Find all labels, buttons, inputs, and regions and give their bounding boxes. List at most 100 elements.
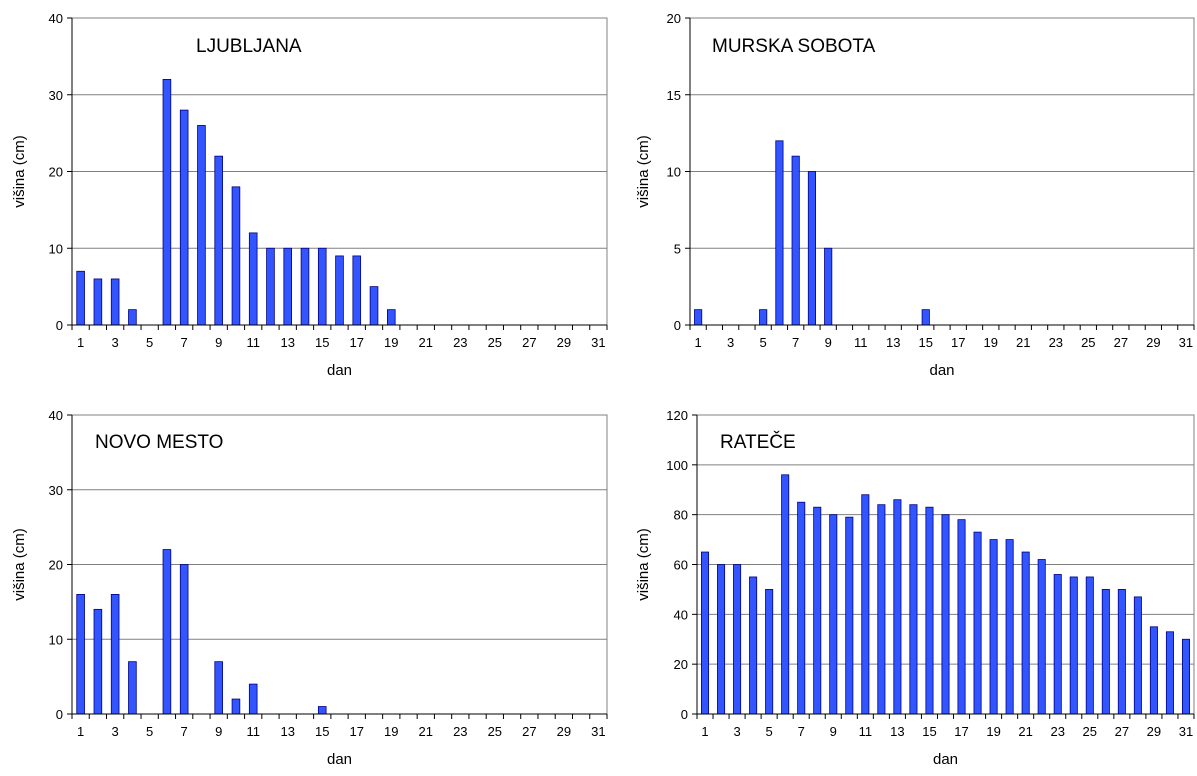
x-axis-title: dan xyxy=(929,362,954,379)
bar-day-1 xyxy=(76,270,85,326)
x-tick-label: 19 xyxy=(384,335,398,350)
bar-day-31 xyxy=(1181,638,1190,715)
x-tick-label: 21 xyxy=(1018,724,1032,739)
bar-day-13 xyxy=(283,247,293,326)
x-tick-label: 21 xyxy=(419,335,433,350)
x-tick-label: 31 xyxy=(1179,335,1193,350)
y-tick-label: 60 xyxy=(674,558,688,573)
x-tick-label: 27 xyxy=(522,335,536,350)
bar-day-15 xyxy=(921,309,930,326)
bar-day-15 xyxy=(317,706,327,715)
bar-day-26 xyxy=(1101,589,1110,715)
bar-day-9 xyxy=(824,247,833,326)
x-axis-title: dan xyxy=(933,751,958,768)
x-tick-label: 19 xyxy=(986,724,1000,739)
x-tick-label: 17 xyxy=(350,724,364,739)
bar-day-3 xyxy=(110,594,120,715)
x-tick-label: 3 xyxy=(727,335,734,350)
y-tick-label: 20 xyxy=(667,11,681,26)
x-tick-label: 23 xyxy=(1049,335,1063,350)
x-tick-label: 31 xyxy=(1179,724,1193,739)
bar-day-7 xyxy=(797,501,806,715)
bar-day-6 xyxy=(162,549,172,715)
bar-day-1 xyxy=(701,551,710,715)
y-tick-label: 30 xyxy=(49,483,63,498)
bar-day-11 xyxy=(248,683,258,715)
bar-day-4 xyxy=(128,309,137,326)
y-tick-label: 10 xyxy=(49,632,63,647)
bar-day-18 xyxy=(973,531,982,715)
bar-day-23 xyxy=(1053,574,1062,715)
y-tick-label: 30 xyxy=(49,88,63,103)
y-tick-label: 20 xyxy=(49,165,63,180)
x-tick-label: 23 xyxy=(453,335,467,350)
x-tick-label: 23 xyxy=(453,724,467,739)
y-tick-label: 5 xyxy=(674,241,681,256)
x-tick-label: 5 xyxy=(146,335,153,350)
x-tick-label: 7 xyxy=(798,724,805,739)
bar-day-5 xyxy=(759,309,768,326)
chart-panel-1: 1 3 5 7 9 11 13 15 17 19 21 23 25 27 29 31010203040danv… xyxy=(11,11,608,379)
bar-day-7 xyxy=(179,109,189,326)
bar-day-15 xyxy=(317,247,327,326)
bar-day-5 xyxy=(765,589,774,715)
bar-day-4 xyxy=(749,576,758,715)
bar-day-17 xyxy=(352,255,362,326)
x-tick-label: 25 xyxy=(488,335,502,350)
x-tick-label: 7 xyxy=(792,335,799,350)
x-tick-label: 1 xyxy=(695,335,702,350)
bar-day-30 xyxy=(1165,631,1174,715)
x-tick-label: 25 xyxy=(1083,724,1097,739)
bar-day-14 xyxy=(909,504,918,715)
x-tick-label: 29 xyxy=(557,724,571,739)
x-tick-label: 23 xyxy=(1050,724,1064,739)
x-tick-label: 27 xyxy=(1114,335,1128,350)
bar-day-9 xyxy=(214,661,223,715)
bar-day-9 xyxy=(829,514,838,715)
x-tick-label: 1 xyxy=(77,724,84,739)
y-tick-label: 20 xyxy=(49,558,63,573)
x-tick-label: 5 xyxy=(766,724,773,739)
x-tick-label: 13 xyxy=(886,335,900,350)
chart-panel-4: 1 3 5 7 9 11 13 15 17 19 21 23 25 27 29 310204060801001… xyxy=(635,408,1195,768)
x-tick-label: 15 xyxy=(315,724,329,739)
x-tick-label: 13 xyxy=(280,335,294,350)
chart-title: RATEČE xyxy=(720,431,796,453)
bar-day-24 xyxy=(1069,576,1078,715)
y-tick-label: 0 xyxy=(56,318,63,333)
bar-day-16 xyxy=(941,514,950,715)
y-tick-label: 0 xyxy=(56,707,63,722)
bar-day-1 xyxy=(76,594,85,715)
x-tick-label: 5 xyxy=(146,724,153,739)
bar-day-14 xyxy=(300,247,310,326)
bar-day-2 xyxy=(717,564,726,715)
chart-title: LJUBLJANA xyxy=(196,36,302,57)
x-tick-label: 11 xyxy=(246,335,260,350)
x-tick-label: 21 xyxy=(1016,335,1030,350)
x-tick-label: 27 xyxy=(1115,724,1129,739)
bar-day-6 xyxy=(162,79,172,326)
bar-day-8 xyxy=(197,125,206,326)
x-tick-label: 9 xyxy=(825,335,832,350)
x-tick-label: 7 xyxy=(181,335,188,350)
x-tick-label: 3 xyxy=(733,724,740,739)
x-tick-label: 9 xyxy=(215,724,222,739)
y-tick-label: 80 xyxy=(674,508,688,523)
bar-day-8 xyxy=(813,506,822,715)
x-tick-label: 15 xyxy=(922,724,936,739)
x-tick-label: 17 xyxy=(954,724,968,739)
x-axis-title: dan xyxy=(327,362,352,379)
y-tick-label: 40 xyxy=(49,408,63,423)
x-tick-label: 29 xyxy=(1147,724,1161,739)
y-tick-label: 40 xyxy=(674,607,688,622)
bar-day-6 xyxy=(775,140,784,326)
x-tick-label: 1 xyxy=(77,335,84,350)
bar-day-15 xyxy=(925,506,934,715)
x-tick-label: 13 xyxy=(890,724,904,739)
bar-day-19 xyxy=(386,309,396,326)
y-tick-label: 40 xyxy=(49,11,63,26)
x-tick-label: 9 xyxy=(830,724,837,739)
x-tick-label: 19 xyxy=(384,724,398,739)
chart-title: NOVO MESTO xyxy=(95,432,223,453)
